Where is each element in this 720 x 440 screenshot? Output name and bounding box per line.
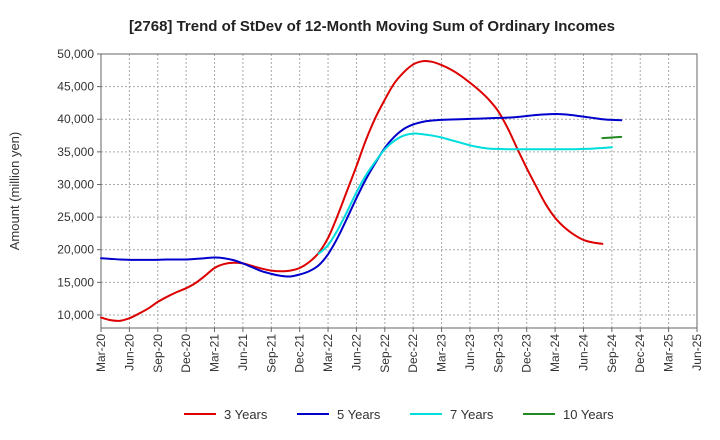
x-tick-label: Jun-20: [122, 334, 136, 371]
y-tick-label: 20,000: [57, 243, 94, 257]
y-tick-label: 50,000: [57, 47, 94, 61]
y-axis-ticks: 10,000 15,000 20,000 25,000 30,000 35,000 40,0…: [57, 47, 101, 322]
x-tick-label: Jun-21: [236, 334, 250, 371]
x-tick-label: Mar-25: [662, 334, 676, 372]
x-tick-label: Sep-22: [378, 334, 392, 373]
series-line-5-years: [100, 113, 623, 278]
x-axis-ticks: Mar-20 Jun-20 Sep-20 Dec-20 Mar-21 Jun-21 Sep-…: [94, 328, 704, 373]
legend-label-3-years: 3 Years: [224, 407, 268, 422]
series-line-7-years: [317, 132, 613, 255]
x-tick-label: Sep-20: [151, 334, 165, 373]
x-tick-label: Mar-24: [548, 334, 562, 372]
x-tick-label: Dec-20: [179, 334, 193, 373]
legend-label-7-years: 7 Years: [450, 407, 494, 422]
x-tick-label: Mar-21: [208, 334, 222, 372]
series-line-10-years: [601, 135, 623, 140]
x-tick-label: Mar-20: [94, 334, 108, 372]
x-tick-label: Jun-22: [349, 334, 363, 371]
chart-title: [2768] Trend of StDev of 12-Month Moving…: [129, 18, 615, 35]
y-tick-label: 10,000: [57, 308, 94, 322]
x-tick-label: Dec-22: [406, 334, 420, 373]
legend-label-5-years: 5 Years: [337, 407, 381, 422]
x-tick-label: Sep-21: [264, 334, 278, 373]
x-tick-label: Mar-23: [435, 334, 449, 372]
y-tick-label: 25,000: [57, 210, 94, 224]
x-tick-label: Jun-23: [463, 334, 477, 371]
x-tick-label: Mar-22: [321, 334, 335, 372]
x-tick-label: Dec-21: [293, 334, 307, 373]
x-tick-label: Sep-23: [491, 334, 505, 373]
plot-frame: [100, 53, 698, 329]
y-tick-label: 45,000: [57, 80, 94, 94]
x-tick-label: Sep-24: [605, 334, 619, 373]
y-tick-label: 40,000: [57, 112, 94, 126]
x-tick-label: Dec-23: [520, 334, 534, 373]
legend: 3 Years 5 Years 7 Years 10 Years: [184, 407, 614, 422]
series-line-3-years: [100, 60, 604, 322]
y-tick-label: 35,000: [57, 145, 94, 159]
legend-label-10-years: 10 Years: [563, 407, 614, 422]
y-axis-label: Amount (million yen): [7, 132, 22, 251]
y-tick-label: 30,000: [57, 177, 94, 191]
x-tick-label: Jun-25: [690, 334, 704, 371]
x-tick-label: Jun-24: [576, 334, 590, 371]
series: [100, 60, 623, 322]
grid: [100, 53, 698, 328]
y-tick-label: 15,000: [57, 275, 94, 289]
x-tick-label: Dec-24: [633, 334, 647, 373]
